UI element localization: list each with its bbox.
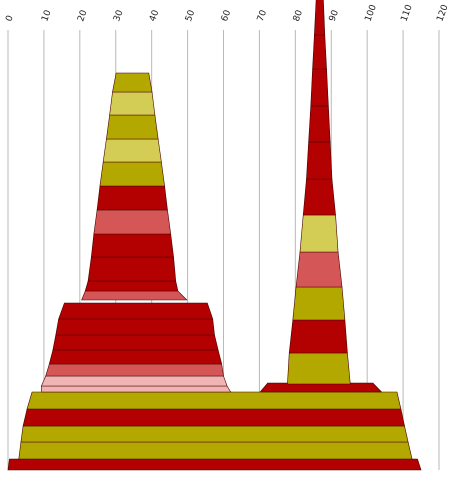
left-cone-layer-5 bbox=[96, 185, 168, 211]
left-stack-lower-layer-0 bbox=[41, 385, 232, 393]
right-cone-layer-7 bbox=[308, 105, 331, 143]
left-cone-layer-4 bbox=[93, 209, 172, 235]
right-cone-layer-4 bbox=[299, 214, 339, 253]
base-stack-layer-2 bbox=[20, 425, 409, 443]
left-cone-layer-10 bbox=[112, 72, 153, 93]
left-cone-layer-2 bbox=[87, 256, 177, 282]
left-cone bbox=[81, 72, 188, 301]
left-cone-layer-0 bbox=[81, 290, 188, 301]
x-tick-label-30: 30 bbox=[112, 9, 125, 23]
left-stack-lower-layer-5 bbox=[55, 318, 215, 336]
left-cone-layer-1 bbox=[84, 280, 179, 292]
right-base-cap bbox=[259, 382, 383, 393]
left-cone-layer-6 bbox=[99, 161, 165, 187]
left-cone-layer-3 bbox=[90, 233, 174, 258]
left-cone-layer-7 bbox=[102, 138, 162, 163]
left-stack-lower-layer-4 bbox=[52, 334, 219, 351]
x-tick-label-80: 80 bbox=[292, 9, 305, 23]
right-cone-layer-0 bbox=[287, 352, 351, 385]
x-tick-label-20: 20 bbox=[76, 9, 89, 23]
right-cone-layer-3 bbox=[295, 251, 343, 288]
base-stack-layer-0 bbox=[7, 458, 422, 471]
right-cone-layer-6 bbox=[306, 141, 333, 180]
x-tick-label-10: 10 bbox=[40, 9, 53, 23]
right-cone-layer-9 bbox=[312, 34, 327, 70]
x-tick-label-90: 90 bbox=[328, 9, 341, 23]
x-tick-label-100: 100 bbox=[364, 3, 379, 23]
left-cone-layer-9 bbox=[109, 91, 156, 116]
x-tick-label-50: 50 bbox=[184, 9, 197, 23]
right-cone-layer-5 bbox=[302, 178, 336, 216]
left-stack-lower bbox=[40, 302, 232, 393]
base-stack-layer-4 bbox=[26, 391, 402, 410]
right-cone-layer-2 bbox=[292, 286, 346, 321]
left-stack-lower-layer-2 bbox=[45, 363, 224, 377]
chart-shapes bbox=[7, 0, 422, 471]
x-tick-label-60: 60 bbox=[220, 9, 233, 23]
x-tick-label-40: 40 bbox=[148, 9, 161, 23]
x-tick-label-70: 70 bbox=[256, 9, 269, 23]
x-tick-label-0: 0 bbox=[4, 14, 15, 23]
right-cone bbox=[287, 0, 351, 385]
right-cone-layer-10 bbox=[314, 0, 326, 36]
right-cone-layer-8 bbox=[310, 68, 329, 107]
left-stack-lower-layer-3 bbox=[48, 349, 223, 365]
left-stack-lower-layer-1 bbox=[40, 375, 228, 387]
base-stack bbox=[7, 391, 422, 471]
base-stack-layer-1 bbox=[18, 441, 413, 460]
x-axis-ticks: 0 10 20 30 40 50 60 70 80 90 100 110 120 bbox=[4, 3, 450, 23]
base-stack-layer-3 bbox=[22, 408, 405, 427]
right-base-cap-layer-0 bbox=[259, 382, 383, 393]
x-tick-label-120: 120 bbox=[435, 3, 450, 23]
left-cone-layer-8 bbox=[106, 114, 159, 140]
x-tick-label-110: 110 bbox=[400, 3, 415, 23]
left-stack-lower-layer-6 bbox=[58, 302, 214, 320]
right-cone-layer-1 bbox=[288, 319, 348, 354]
